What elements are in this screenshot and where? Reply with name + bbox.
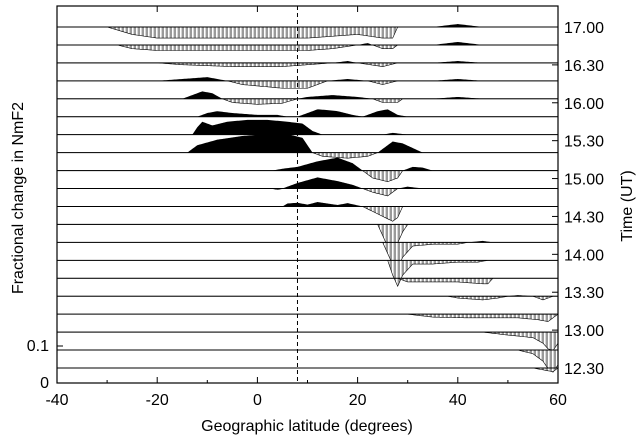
trace-12-45 xyxy=(57,350,558,372)
trace-16-30 xyxy=(57,61,558,67)
trace-negative-fill xyxy=(57,296,558,300)
trace-negative-fill xyxy=(57,27,558,38)
trace-positive-fill xyxy=(57,177,558,188)
x-tick-label: 40 xyxy=(449,392,467,409)
trace-15-30 xyxy=(57,120,558,135)
trace-positive-fill xyxy=(57,134,558,153)
trace-13-50 xyxy=(57,278,558,284)
trace-15-10 xyxy=(57,134,558,158)
y-axis-label: Fractional change in NmF2 xyxy=(10,102,27,294)
trace-negative-fill xyxy=(57,189,558,196)
time-tick-label: 14.00 xyxy=(564,247,604,264)
trace-negative-fill xyxy=(57,171,558,182)
trace-positive-fill xyxy=(57,158,558,171)
trace-12-30 xyxy=(57,368,558,372)
trace-13-15 xyxy=(57,314,558,321)
trace-negative-fill xyxy=(57,224,558,250)
trace-positive-fill xyxy=(57,202,558,206)
trace-14-10 xyxy=(57,241,558,268)
trace-negative-fill xyxy=(57,99,558,105)
trace-16-50 xyxy=(57,42,558,51)
trace-14-50 xyxy=(57,177,558,196)
trace-17-00 xyxy=(57,24,558,38)
trace-positive-fill xyxy=(57,91,558,98)
trace-negative-fill xyxy=(57,242,558,268)
trace-negative-fill xyxy=(57,153,558,159)
time-tick-label: 15.30 xyxy=(564,134,604,151)
trace-negative-fill xyxy=(57,350,558,372)
trace-14-30 xyxy=(57,202,558,221)
trace-positive-fill xyxy=(57,109,558,116)
y-scale-tick-label: 0.1 xyxy=(27,338,49,355)
trace-positive-fill xyxy=(57,120,558,135)
x-tick-label: -20 xyxy=(146,392,169,409)
time-tick-label: 15.00 xyxy=(564,172,604,189)
time-tick-label: 12.30 xyxy=(564,361,604,378)
trace-negative-fill xyxy=(57,368,558,372)
trace-14-20 xyxy=(57,224,558,250)
trace-negative-fill xyxy=(57,332,558,351)
x-tick-label: 20 xyxy=(349,392,367,409)
trace-16-00 xyxy=(57,91,558,104)
time-tick-label: 17.00 xyxy=(564,20,604,37)
trace-positive-fill xyxy=(57,77,558,81)
trace-negative-fill xyxy=(57,314,558,321)
time-tick-label: 16.30 xyxy=(564,58,604,75)
trace-negative-fill xyxy=(57,45,558,51)
trace-negative-fill xyxy=(57,278,558,284)
trace-16-20 xyxy=(57,77,558,88)
trace-13-30 xyxy=(57,295,558,300)
time-tick-label: 13.30 xyxy=(564,285,604,302)
trace-negative-fill xyxy=(57,81,558,88)
trace-15-50 xyxy=(57,109,558,116)
x-tick-label: 60 xyxy=(549,392,567,409)
y-scale-tick-label: 0 xyxy=(40,375,49,392)
trace-13-00 xyxy=(57,332,558,351)
time-tick-label: 16.00 xyxy=(564,96,604,113)
x-axis-label: Geographic latitude (degrees) xyxy=(201,418,413,435)
time-tick-label: 14.30 xyxy=(564,209,604,226)
x-tick-label: 0 xyxy=(253,392,262,409)
trace-negative-fill xyxy=(57,206,558,221)
trace-15-00 xyxy=(57,158,558,182)
trace-negative-fill xyxy=(57,63,558,67)
x-tick-label: -40 xyxy=(45,392,68,409)
time-tick-label: 13.00 xyxy=(564,323,604,340)
right-axis-label: Time (UT) xyxy=(619,170,636,241)
